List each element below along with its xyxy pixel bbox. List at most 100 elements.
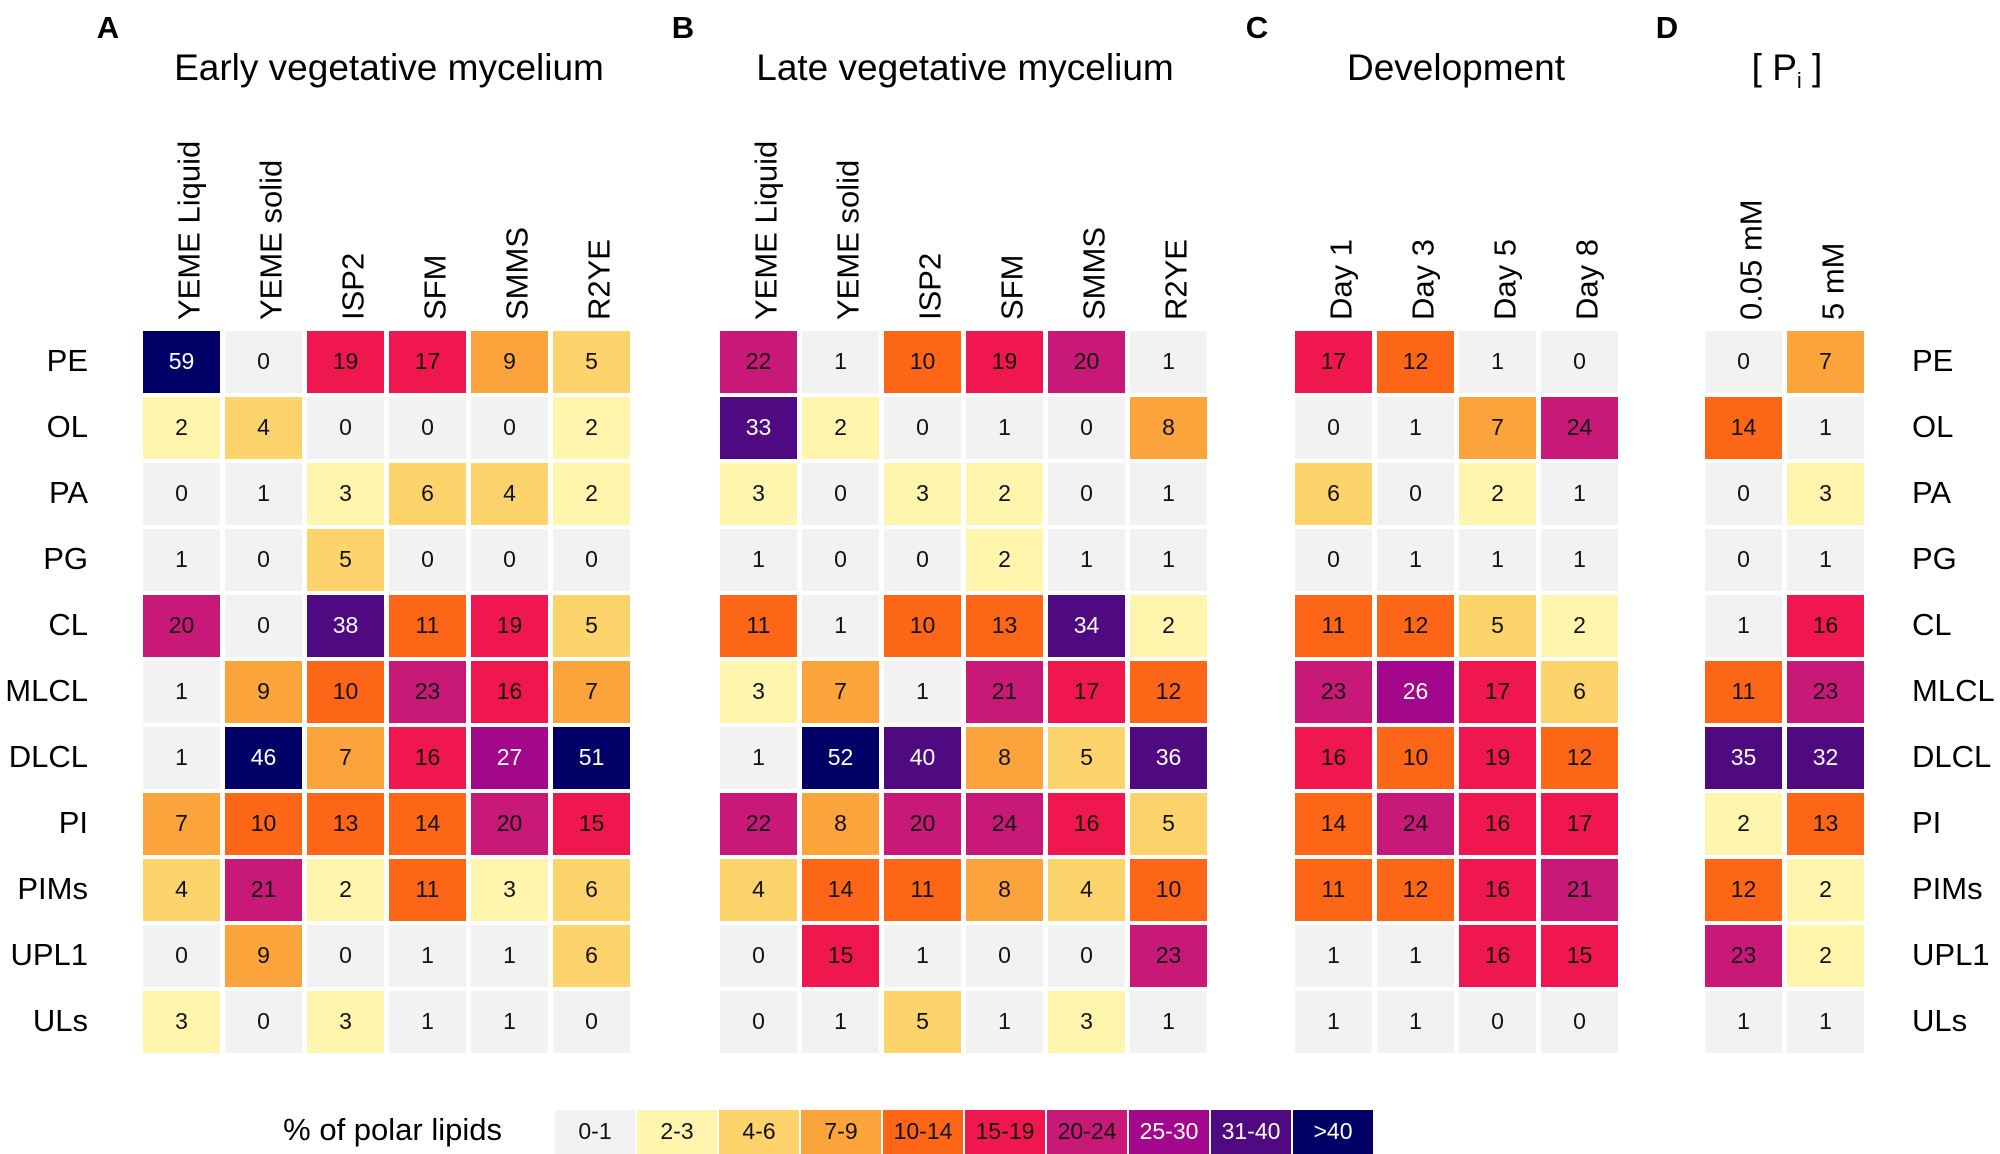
- cell-value: 8: [834, 810, 847, 836]
- row-label-left: MLCL: [5, 673, 88, 708]
- heatmap-cell: [1787, 463, 1864, 525]
- heatmap-cell: [307, 859, 384, 921]
- column-label: SMMS: [1077, 227, 1112, 320]
- cell-value: 0: [585, 1008, 598, 1034]
- column-label: ISP2: [336, 253, 371, 320]
- row-label-left: PI: [59, 805, 88, 840]
- heatmap-cell: [966, 463, 1043, 525]
- heatmap-cell: [1377, 331, 1454, 393]
- cell-value: 23: [415, 678, 441, 704]
- heatmap-cell: [143, 925, 220, 987]
- cell-value: 1: [1819, 1008, 1832, 1034]
- heatmap-cell: [802, 727, 879, 789]
- cell-value: 0: [1737, 546, 1750, 572]
- cell-value: 36: [1156, 744, 1182, 770]
- row-label-left: CL: [48, 607, 88, 642]
- cell-value: 3: [752, 480, 765, 506]
- heatmap-cell: [884, 925, 961, 987]
- column-label: SFM: [418, 255, 453, 320]
- cell-value: 3: [339, 1008, 352, 1034]
- heatmap-cell: [1130, 397, 1207, 459]
- cell-value: 20: [1074, 348, 1100, 374]
- cell-value: 19: [333, 348, 359, 374]
- cell-value: 1: [998, 414, 1011, 440]
- cell-value: 40: [910, 744, 936, 770]
- cell-value: 12: [1156, 678, 1182, 704]
- heatmap-cell: [307, 727, 384, 789]
- cell-value: 10: [1156, 876, 1182, 902]
- cell-value: 16: [1321, 744, 1347, 770]
- column-label: R2YE: [1159, 239, 1194, 320]
- cell-value: 0: [175, 480, 188, 506]
- cell-value: 0: [503, 414, 516, 440]
- cell-value: 0: [257, 546, 270, 572]
- cell-value: 11: [911, 876, 935, 902]
- cell-value: 0: [585, 546, 598, 572]
- row-label-right: DLCL: [1912, 739, 1991, 774]
- cell-value: 2: [1737, 810, 1750, 836]
- heatmap-cell: [225, 925, 302, 987]
- cell-value: 2: [1491, 480, 1504, 506]
- cell-value: 3: [752, 678, 765, 704]
- heatmap-cell: [1048, 661, 1125, 723]
- heatmap-cell: [720, 397, 797, 459]
- cell-value: 23: [1156, 942, 1182, 968]
- row-label-left: PIMs: [17, 871, 88, 906]
- panel-letter: C: [1246, 10, 1268, 45]
- cell-value: 16: [1074, 810, 1100, 836]
- heatmap-cell: [1295, 991, 1372, 1053]
- cell-value: 14: [415, 810, 441, 836]
- heatmap-cell: [720, 925, 797, 987]
- heatmap-cell: [1130, 859, 1207, 921]
- heatmap-cell: [143, 331, 220, 393]
- heatmap-cell: [1377, 859, 1454, 921]
- heatmap-cell: [553, 595, 630, 657]
- row-label-right: PIMs: [1912, 871, 1983, 906]
- heatmap-cell: [802, 595, 879, 657]
- cell-value: 0: [257, 612, 270, 638]
- legend-swatch: [801, 1110, 881, 1154]
- cell-value: 5: [1491, 612, 1504, 638]
- heatmap-cell: [1048, 859, 1125, 921]
- cell-value: 51: [579, 744, 605, 770]
- cell-value: 15: [579, 810, 605, 836]
- column-label: YEME Liquid: [172, 141, 207, 320]
- panel-letter: A: [97, 10, 119, 45]
- heatmap-cell: [1295, 661, 1372, 723]
- panel-title: Early vegetative mycelium: [174, 47, 604, 88]
- cell-value: 6: [585, 876, 598, 902]
- cell-value: 32: [1813, 744, 1839, 770]
- cell-value: 16: [1813, 612, 1839, 638]
- heatmap-cell: [225, 859, 302, 921]
- cell-value: 2: [585, 414, 598, 440]
- cell-value: 1: [752, 744, 765, 770]
- legend-label: 15-19: [976, 1118, 1035, 1144]
- heatmap-cell: [471, 793, 548, 855]
- heatmap-cell: [225, 529, 302, 591]
- heatmap-cell: [1295, 859, 1372, 921]
- heatmap-cell: [1295, 331, 1372, 393]
- heatmap-cell: [1787, 529, 1864, 591]
- heatmap-cell: [307, 595, 384, 657]
- heatmap-cell: [1377, 463, 1454, 525]
- cell-value: 1: [1491, 546, 1504, 572]
- heatmap-cell: [1377, 661, 1454, 723]
- heatmap-cell: [1705, 859, 1782, 921]
- heatmap-cell: [471, 859, 548, 921]
- cell-value: 59: [169, 348, 195, 374]
- cell-value: 8: [998, 876, 1011, 902]
- cell-value: 1: [1327, 942, 1340, 968]
- heatmap-cell: [1048, 463, 1125, 525]
- cell-value: 3: [1080, 1008, 1093, 1034]
- cell-value: 24: [1403, 810, 1429, 836]
- heatmap-cell: [225, 331, 302, 393]
- cell-value: 1: [1573, 546, 1586, 572]
- cell-value: 14: [1321, 810, 1347, 836]
- cell-value: 34: [1074, 612, 1100, 638]
- heatmap-cell: [389, 595, 466, 657]
- heatmap-cell: [720, 529, 797, 591]
- column-label: YEME Liquid: [749, 141, 784, 320]
- heatmap-cell: [1295, 727, 1372, 789]
- heatmap-cell: [1541, 925, 1618, 987]
- cell-value: 21: [992, 678, 1018, 704]
